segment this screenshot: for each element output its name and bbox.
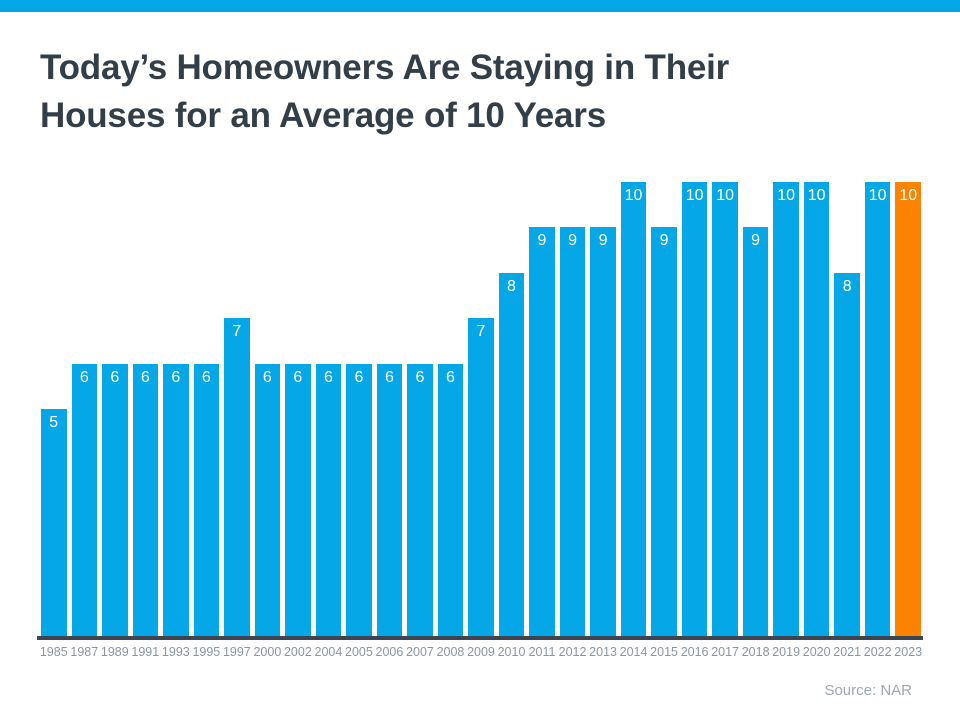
x-tick-2017: 2017	[711, 645, 740, 659]
x-tick-2009: 2009	[467, 645, 495, 659]
x-tick-2020: 2020	[802, 645, 831, 659]
bar-2009: 7	[468, 318, 494, 636]
bar-value-label: 10	[716, 187, 734, 204]
bar-1997: 7	[224, 318, 250, 636]
bar-chart: 5 6 6 6 6 6 7 6 6 6 6 6 6 6 7 8 9 9 9 10 9 10 10 9 10 10 8 10 10	[41, 182, 921, 636]
bar-2017: 10	[712, 182, 738, 636]
bar-2007: 6	[407, 363, 433, 636]
bar-value-label: 7	[232, 323, 242, 341]
bar-value-label: 6	[110, 368, 120, 386]
x-tick-1993: 1993	[161, 645, 190, 659]
bars-container: 5 6 6 6 6 6 7 6 6 6 6 6 6 6 7 8 9 9 9 10 9 10 10 9 10 10 8 10 10	[41, 182, 921, 636]
x-tick-2023: 2023	[894, 645, 923, 659]
bar-value-label: 10	[624, 187, 643, 204]
x-tick-1997: 1997	[222, 645, 251, 659]
bar-2014: 10	[620, 182, 647, 636]
bar-value-label: 8	[842, 277, 852, 295]
top-accent-bar	[0, 0, 960, 12]
x-tick-2006: 2006	[375, 645, 404, 659]
x-tick-2004: 2004	[314, 645, 343, 659]
x-tick-2013: 2013	[589, 645, 617, 659]
x-tick-2014: 2014	[619, 645, 648, 659]
bar-1993: 6	[163, 363, 189, 636]
chart-title: Today’s Homeowners Are Staying in Their …	[40, 44, 920, 140]
bar-2002: 6	[285, 363, 311, 636]
bar-value-label: 10	[807, 187, 826, 204]
x-tick-2002: 2002	[283, 645, 312, 659]
bar-2023: 10	[895, 182, 921, 636]
bar-value-label: 10	[685, 187, 704, 204]
x-tick-1987: 1987	[70, 645, 99, 659]
bar-2015: 9	[651, 227, 677, 636]
bar-value-label: 9	[751, 232, 761, 250]
bar-value-label: 6	[384, 368, 394, 386]
bar-2019: 10	[773, 182, 799, 636]
bar-value-label: 9	[659, 232, 669, 250]
bar-value-label: 8	[507, 277, 516, 295]
x-tick-2008: 2008	[436, 645, 465, 659]
bar-value-label: 10	[868, 187, 887, 204]
bar-value-label: 6	[79, 368, 89, 386]
bar-2021: 8	[834, 272, 860, 636]
bar-value-label: 5	[49, 414, 59, 431]
bar-value-label: 6	[140, 368, 150, 386]
bar-2016: 10	[681, 182, 708, 636]
bar-2004: 6	[315, 363, 342, 636]
bar-1995: 6	[193, 363, 220, 636]
bar-2018: 9	[742, 227, 769, 636]
x-tick-2000: 2000	[253, 645, 282, 659]
bar-2000: 6	[254, 363, 281, 636]
x-tick-1989: 1989	[100, 645, 129, 659]
bar-value-label: 6	[262, 368, 272, 386]
x-tick-2011: 2011	[528, 645, 556, 659]
bar-2010: 8	[498, 272, 525, 636]
bar-2011: 9	[529, 227, 555, 636]
x-axis-tick-labels: 1985 1987 1989 1991 1993 1995 1997 2000 2002 2004…	[39, 645, 923, 660]
x-tick-2015: 2015	[650, 645, 678, 659]
x-tick-2010: 2010	[497, 645, 526, 659]
x-axis-line	[37, 636, 923, 640]
x-tick-1985: 1985	[39, 645, 68, 659]
chart-title-line-1: Today’s Homeowners Are Staying in Their	[40, 48, 730, 87]
x-tick-2021: 2021	[833, 645, 862, 659]
x-tick-2012: 2012	[558, 645, 587, 659]
bar-value-label: 6	[293, 368, 303, 386]
bar-2005: 6	[346, 363, 372, 636]
bar-value-label: 7	[476, 323, 486, 341]
x-tick-1991: 1991	[131, 645, 160, 659]
bar-value-label: 9	[568, 232, 577, 250]
x-tick-2022: 2022	[863, 645, 892, 659]
bar-2020: 10	[803, 182, 830, 636]
bar-value-label: 9	[537, 232, 547, 250]
bar-value-label: 6	[323, 368, 333, 386]
bar-2006: 6	[376, 363, 403, 636]
bar-value-label: 6	[171, 368, 181, 386]
bar-value-label: 6	[415, 368, 425, 386]
chart-title-line-2: Houses for an Average of 10 Years	[40, 96, 606, 135]
x-tick-2019: 2019	[772, 645, 801, 659]
x-tick-1995: 1995	[192, 645, 221, 659]
bar-2012: 9	[559, 227, 586, 636]
bar-1987: 6	[71, 363, 98, 636]
source-attribution: Source: NAR	[824, 682, 912, 699]
bar-value-label: 10	[777, 187, 796, 204]
bar-1991: 6	[132, 363, 159, 636]
bar-value-label: 6	[446, 368, 455, 386]
bar-1985: 5	[41, 409, 67, 636]
bar-2008: 6	[437, 363, 464, 636]
x-tick-2018: 2018	[741, 645, 770, 659]
bar-2013: 9	[590, 227, 616, 636]
bar-2022: 10	[864, 182, 891, 636]
bar-value-label: 9	[598, 232, 608, 250]
bar-value-label: 10	[899, 187, 918, 204]
bar-value-label: 6	[201, 368, 211, 386]
bar-1989: 6	[102, 363, 128, 636]
bar-value-label: 6	[354, 368, 364, 386]
x-tick-2016: 2016	[680, 645, 709, 659]
x-tick-2007: 2007	[406, 645, 434, 659]
x-tick-2005: 2005	[345, 645, 373, 659]
